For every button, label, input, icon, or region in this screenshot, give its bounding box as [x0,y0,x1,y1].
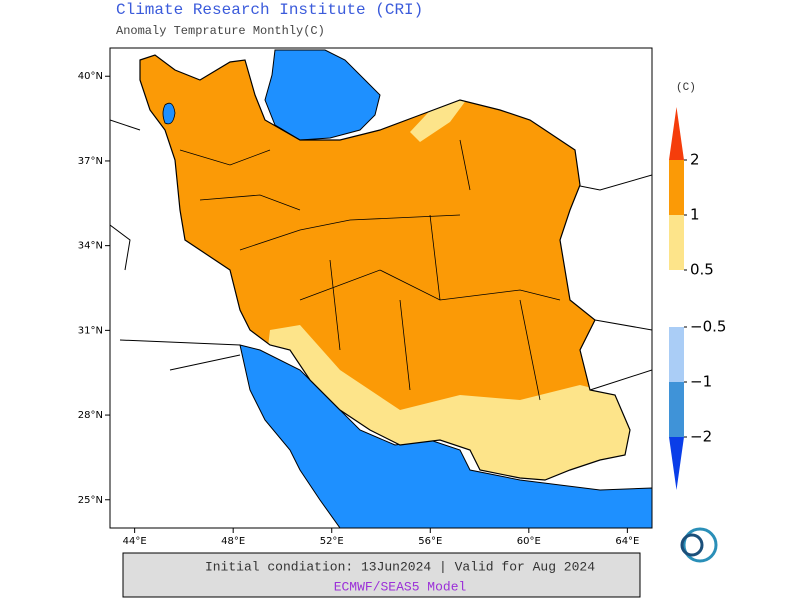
footer-line1: Initial condiation: 13Jun2024 | Valid fo… [205,559,595,574]
colorbar-label: −0.5 [690,318,726,336]
provinces [179,139,561,401]
x-tick-label: 60°E [517,536,541,547]
colorbar-label: −1 [690,373,712,391]
colorbar-extend-high [669,107,684,160]
y-tick-label: 31°N [78,325,103,336]
colorbar-segment [669,160,684,215]
lake-urmia [162,102,176,125]
y-tick-label: 37°N [78,156,103,167]
colorbar-segment [669,327,684,382]
logo [680,527,718,563]
colorbar-label: 0.5 [690,261,714,279]
colorbar-unit: (C) [676,82,696,94]
y-tick-label: 25°N [78,495,103,506]
caspian-sea [264,49,381,141]
x-tick-label: 48°E [221,536,245,547]
footer-box [122,552,641,598]
title: Climate Research Institute (CRI) [116,1,423,19]
y-tick-label: 28°N [78,410,103,421]
y-tick-label: 34°N [78,241,103,252]
colorbar-extend-low [669,437,684,490]
subtitle: Anomaly Temprature Monthly(C) [116,24,325,38]
x-tick-label: 44°E [123,536,147,547]
x-tick-label: 56°E [418,536,442,547]
footer-line2: ECMWF/SEAS5 Model [334,579,467,594]
anomaly-low-north [410,95,470,142]
colorbar-label: −2 [690,428,712,446]
colorbar-label: 2 [690,151,700,169]
borders [110,119,652,391]
x-tick-label: 52°E [320,536,344,547]
colorbar-segment [669,215,684,270]
colorbar-segment [669,382,684,437]
x-tick-label: 64°E [615,536,639,547]
map-frame [109,47,653,529]
y-tick-label: 40°N [78,71,103,82]
map [110,48,652,528]
colorbar-label: 1 [690,206,700,224]
